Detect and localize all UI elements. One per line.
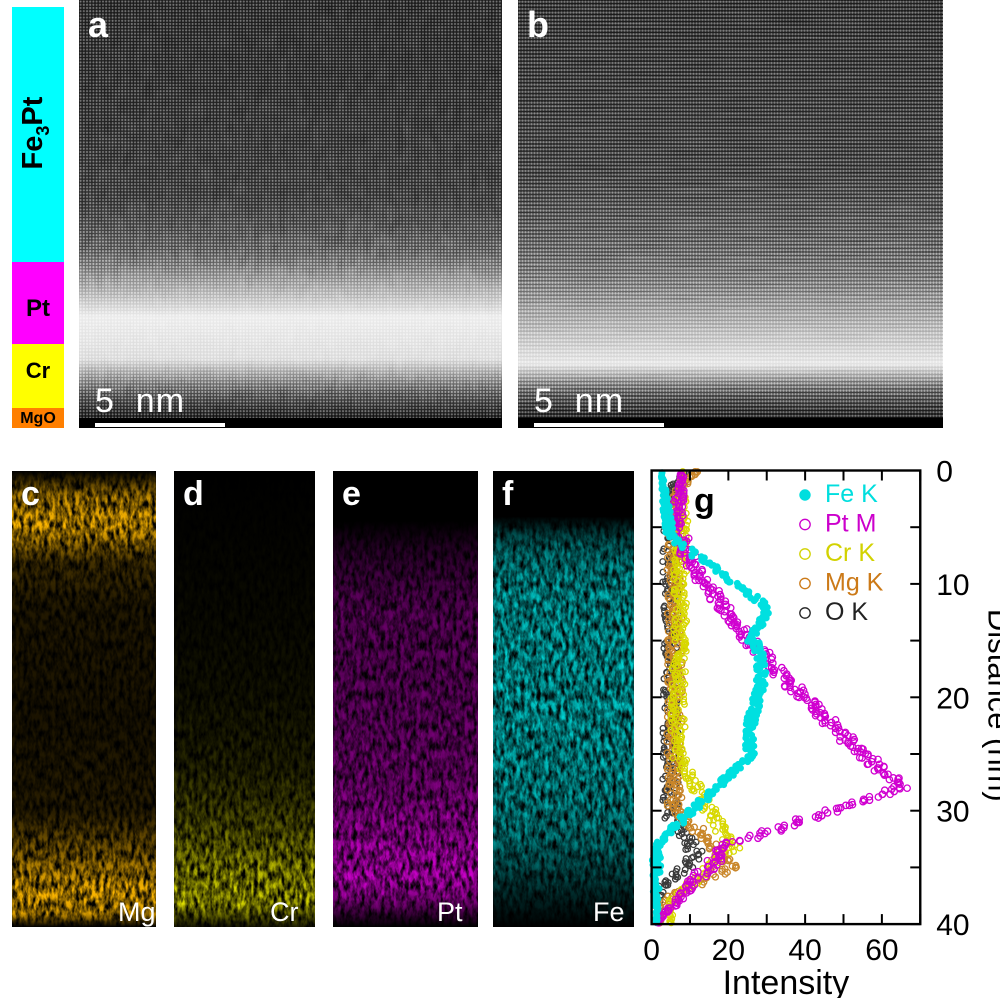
svg-text:20: 20 xyxy=(936,682,969,715)
svg-text:Cr K: Cr K xyxy=(825,539,875,567)
svg-text:60: 60 xyxy=(865,934,898,967)
svg-text:g: g xyxy=(694,482,715,520)
svg-text:Mg K: Mg K xyxy=(825,569,884,597)
svg-text:20: 20 xyxy=(712,934,745,967)
svg-text:0: 0 xyxy=(936,456,953,489)
svg-text:Distance (nm): Distance (nm) xyxy=(981,609,1000,802)
svg-text:10: 10 xyxy=(936,569,969,602)
svg-text:40: 40 xyxy=(936,909,969,942)
svg-text:Pt M: Pt M xyxy=(825,510,876,538)
svg-text:0: 0 xyxy=(643,934,660,967)
svg-text:Intensity: Intensity xyxy=(723,964,850,998)
svg-text:O K: O K xyxy=(825,598,868,626)
svg-text:Fe K: Fe K xyxy=(825,480,878,508)
svg-text:30: 30 xyxy=(936,796,969,829)
svg-text:40: 40 xyxy=(788,934,821,967)
